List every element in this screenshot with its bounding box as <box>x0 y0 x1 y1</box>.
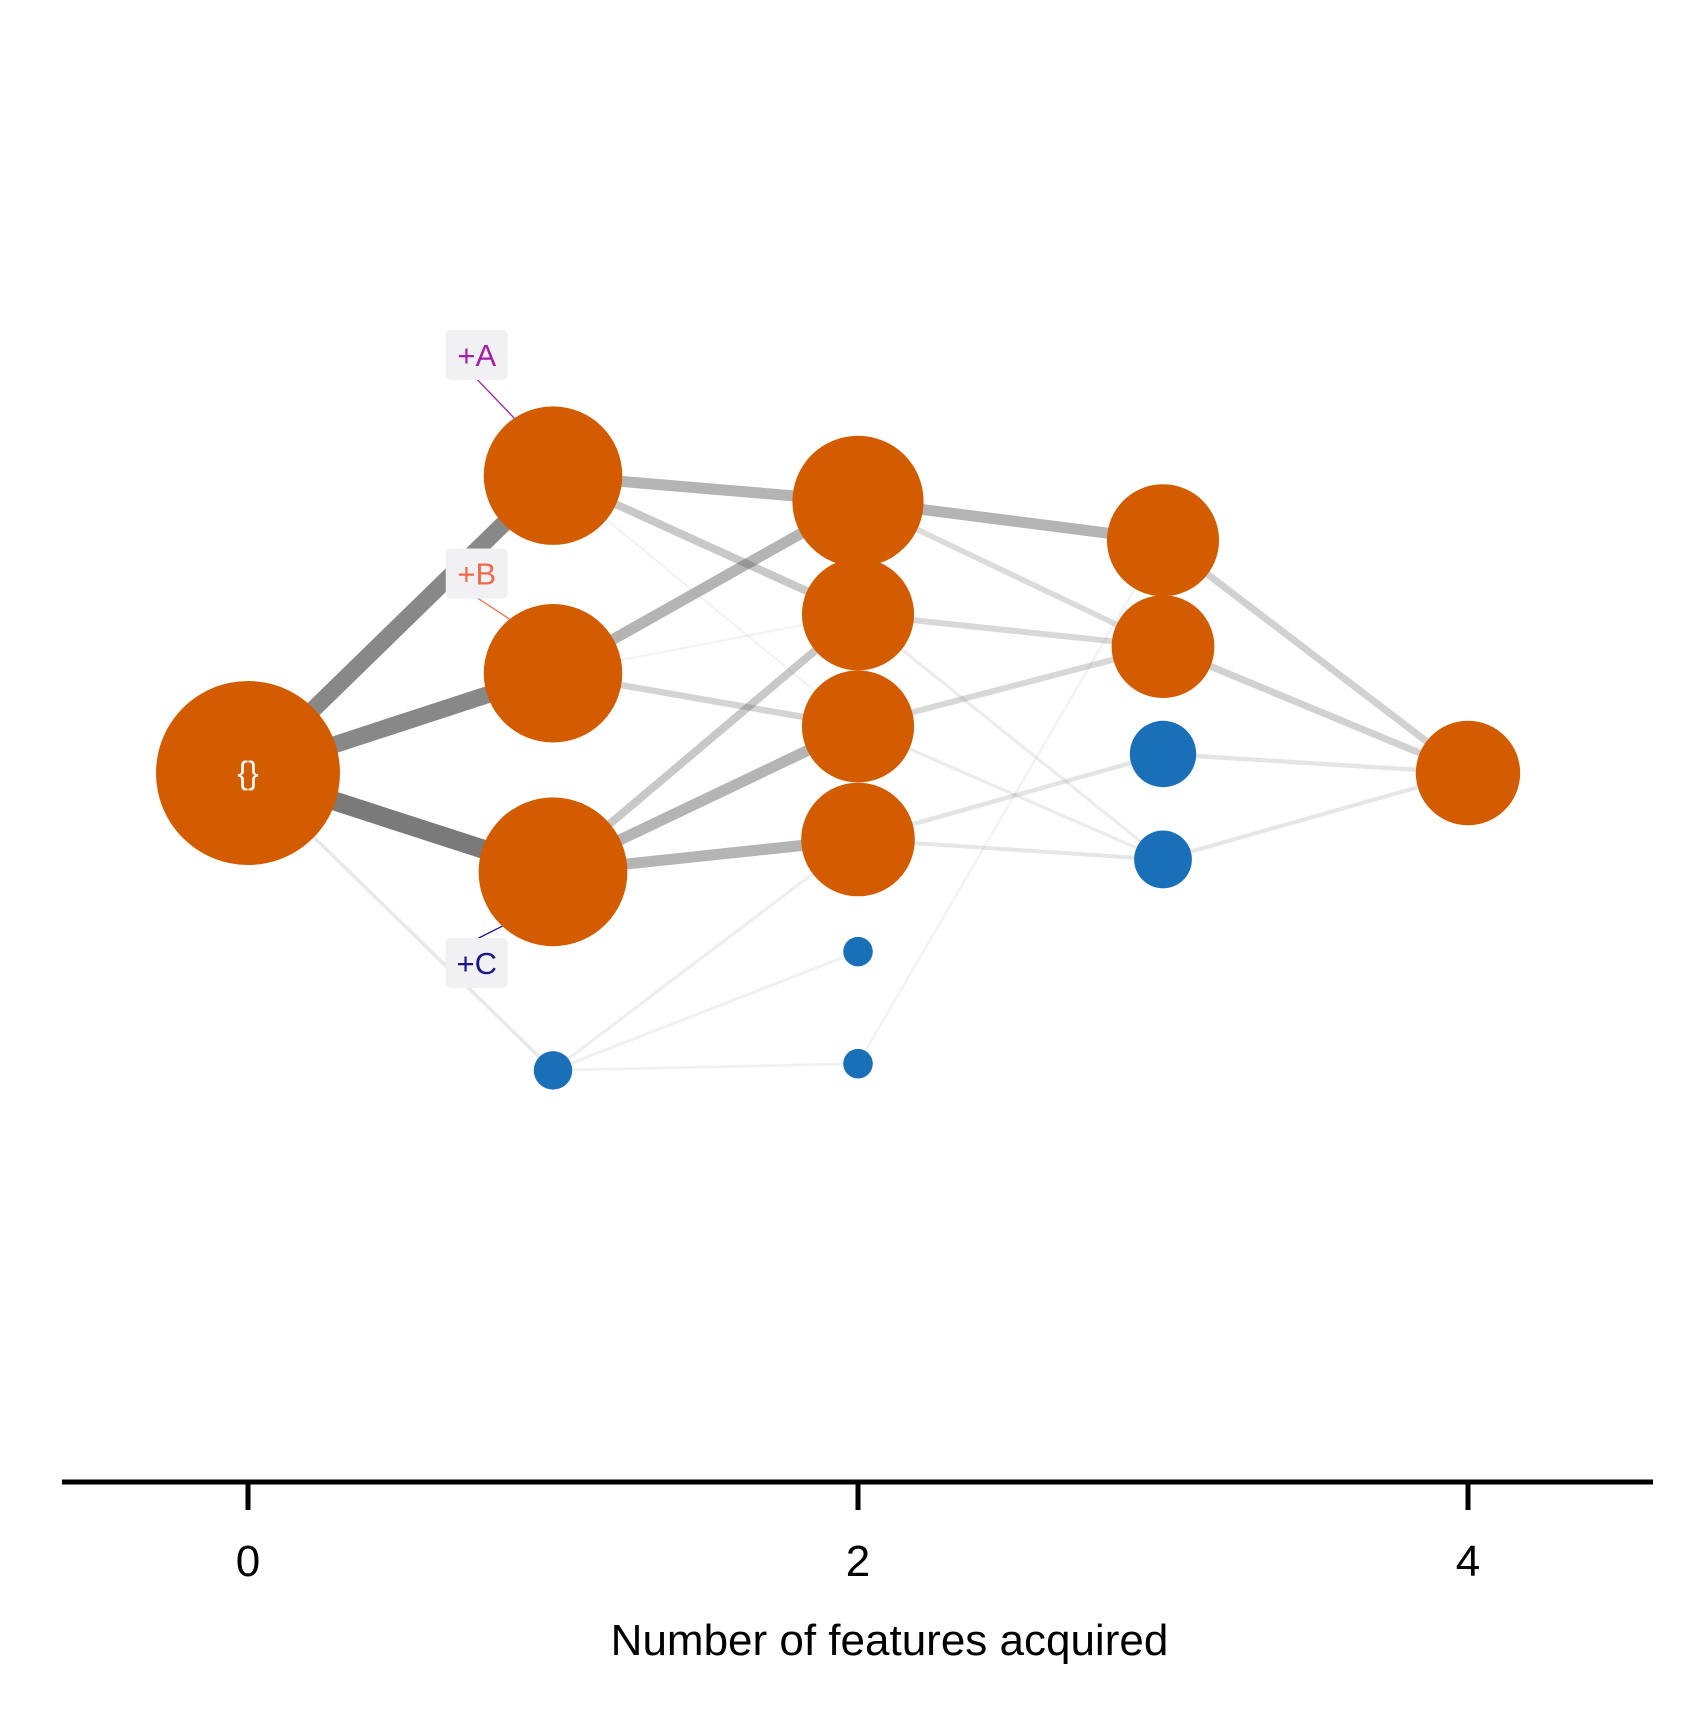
x-axis: 0 2 4 Number of features acquired <box>62 1479 1653 1665</box>
x-tick-label: 2 <box>846 1537 870 1586</box>
node-n2f <box>843 1048 873 1079</box>
node-n1a <box>483 406 623 545</box>
feature-label-box <box>445 938 508 988</box>
edge-n1d-n2d <box>552 838 859 1072</box>
feature-label-text: +A <box>457 338 496 373</box>
edge-n3b-n4a <box>1161 643 1470 777</box>
x-tick-label: 0 <box>236 1537 260 1586</box>
nodes-layer: {} <box>156 406 1521 1090</box>
root-node-label: {} <box>237 755 259 791</box>
node-n1c <box>478 797 628 947</box>
edge-n3a-n4a <box>1160 537 1471 776</box>
node-n3a <box>1106 484 1220 597</box>
edge-n3d-n4a <box>1162 771 1469 862</box>
feature-label-box <box>445 330 508 380</box>
node-n3c <box>1129 720 1197 788</box>
node-n2c <box>801 670 915 783</box>
x-axis-ticks: 0 2 4 <box>236 1482 1480 1586</box>
node-n2e <box>843 936 873 967</box>
feature-label-text: +C <box>457 946 498 981</box>
node-n0 <box>156 681 340 865</box>
feature-label-box <box>445 548 508 599</box>
edge-n1d-n2f <box>552 1062 859 1072</box>
edge-n1d-n2e <box>552 950 859 1072</box>
feature-labels: +A +B +C <box>445 330 508 988</box>
node-n1b <box>483 603 623 743</box>
node-n1d <box>533 1051 573 1090</box>
edge-n2f-n3a <box>856 539 1165 1065</box>
node-n3d <box>1134 830 1192 889</box>
node-n2a <box>792 435 924 567</box>
x-tick-label: 4 <box>1456 1537 1480 1586</box>
node-n3b <box>1111 595 1215 699</box>
x-axis-title: Number of features acquired <box>611 1616 1169 1665</box>
node-n2d <box>801 782 915 897</box>
feature-label-text: +B <box>457 557 496 592</box>
node-n4a <box>1415 720 1521 826</box>
node-n2b <box>801 558 915 671</box>
edge-n2b-n3d <box>856 613 1165 861</box>
